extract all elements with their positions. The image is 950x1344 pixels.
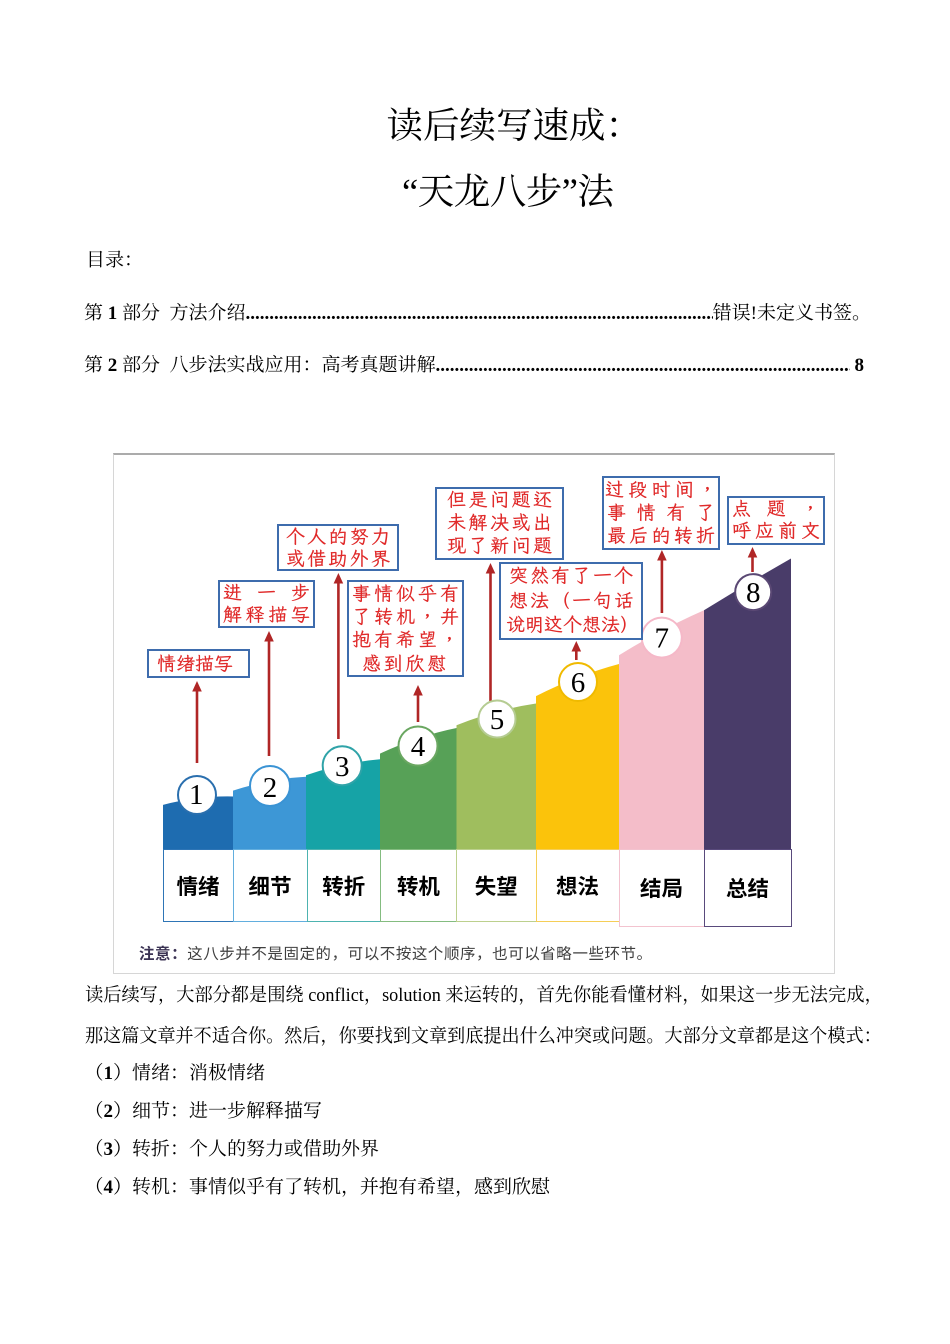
svg-text:5: 5 <box>490 704 505 736</box>
svg-text:3: 3 <box>335 751 350 783</box>
svg-text:7: 7 <box>655 623 670 655</box>
svg-text:6: 6 <box>571 667 586 699</box>
svg-text:1: 1 <box>189 779 204 811</box>
svg-text:4: 4 <box>411 731 426 763</box>
svg-text:2: 2 <box>263 772 278 804</box>
svg-text:8: 8 <box>746 577 761 609</box>
